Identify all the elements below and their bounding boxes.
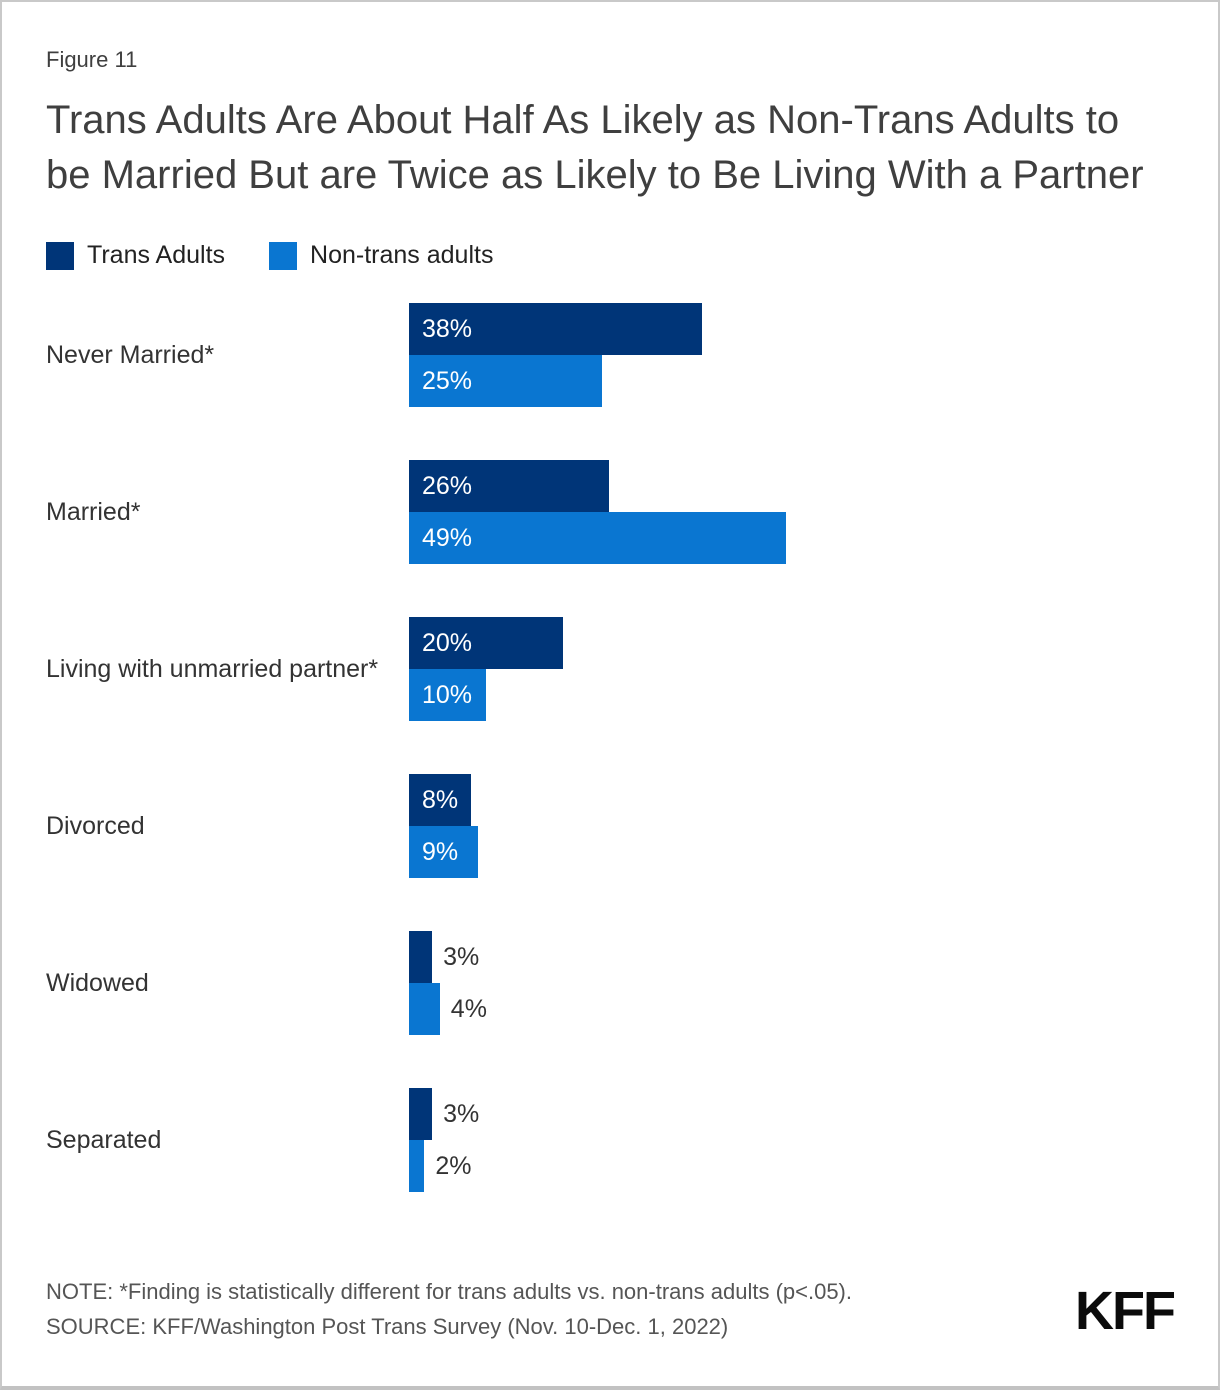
nontrans-bar: 10% [409,669,486,722]
bar-pair: 26% 49% [409,460,787,565]
chart-row: Separated 3% 2% [46,1088,1174,1193]
trans-bar-line: 20% [409,617,563,670]
legend-label-nontrans: Non-trans adults [310,241,494,270]
nontrans-bar: 49% [409,512,787,565]
footer-notes: NOTE: *Finding is statistically differen… [46,1274,852,1344]
trans-bar [409,931,433,984]
chart-row: Divorced 8% 9% [46,774,1174,879]
bar-pair: 20% 10% [409,617,563,722]
legend-item-trans: Trans Adults [46,241,225,270]
trans-bar-value: 38% [422,314,473,343]
bar-pair: 38% 25% [409,303,702,408]
trans-bar-line: 8% [409,774,478,827]
trans-bar: 20% [409,617,563,670]
trans-bar-line: 26% [409,460,786,513]
trans-bar-value: 8% [422,785,459,814]
trans-bar-value-outside: 3% [443,942,480,971]
trans-bar-line: 3% [409,1088,480,1141]
bar-pair: 3% 2% [409,1088,480,1193]
trans-bar: 38% [409,303,702,356]
nontrans-bar-line: 49% [409,512,787,565]
legend: Trans Adults Non-trans adults [46,241,1174,270]
bar-chart: Never Married* 38% 25% Married* 26% [46,303,1174,1193]
trans-bar [409,1088,433,1141]
nontrans-bar: 25% [409,355,602,408]
nontrans-bar-value: 25% [422,366,473,395]
category-label: Divorced [46,811,145,840]
category-label: Separated [46,1125,162,1154]
trans-bar: 8% [409,774,471,827]
nontrans-bar-line: 25% [409,355,702,408]
category-label: Married* [46,497,141,526]
trans-bar: 26% [409,460,610,513]
category-label: Never Married* [46,340,215,369]
chart-row: Married* 26% 49% [46,460,1174,565]
nontrans-bar-line: 10% [409,669,563,722]
trans-bar-value-outside: 3% [443,1099,480,1128]
nontrans-bar-value: 10% [422,680,473,709]
chart-title: Trans Adults Are About Half As Likely as… [46,98,1144,198]
kff-logo: KFF [1075,1281,1176,1341]
note-text: NOTE: *Finding is statistically differen… [46,1278,852,1304]
nontrans-bar-value: 49% [422,523,473,552]
nontrans-bar-line: 4% [409,983,487,1036]
trans-bar-line: 3% [409,931,487,984]
trans-bar-line: 38% [409,303,702,356]
bar-pair: 3% 4% [409,931,487,1036]
legend-label-trans: Trans Adults [87,241,226,270]
nontrans-bar [409,983,440,1036]
nontrans-bar [409,1140,425,1193]
figure-label: Figure 11 [46,47,138,72]
nontrans-bar-line: 9% [409,826,479,879]
legend-swatch-nontrans [269,241,298,270]
nontrans-bar-value: 9% [422,837,459,866]
trans-bar-value: 26% [422,471,473,500]
category-label: Living with unmarried partner* [46,654,379,683]
bar-pair: 8% 9% [409,774,479,879]
nontrans-bar-value-outside: 4% [450,994,487,1023]
category-label: Widowed [46,968,149,997]
chart-row: Widowed 3% 4% [46,931,1174,1036]
nontrans-bar-value-outside: 2% [435,1151,472,1180]
legend-item-nontrans: Non-trans adults [269,241,493,270]
chart-row: Never Married* 38% 25% [46,303,1174,408]
nontrans-bar: 9% [409,826,479,879]
trans-bar-value: 20% [422,628,473,657]
legend-swatch-trans [46,241,74,270]
chart-row: Living with unmarried partner* 20% 10% [46,617,1174,722]
source-text: SOURCE: KFF/Washington Post Trans Survey… [46,1313,729,1339]
nontrans-bar-line: 2% [409,1140,479,1193]
